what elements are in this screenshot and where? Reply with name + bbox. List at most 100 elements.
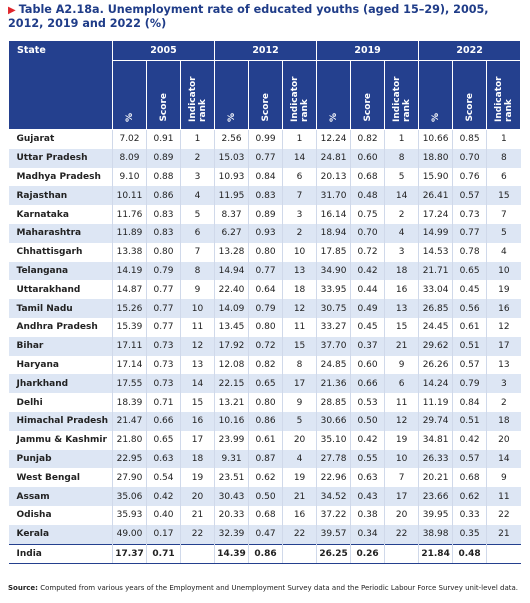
value-cell: 17.24 [418, 205, 453, 224]
value-cell: 22.40 [214, 280, 249, 300]
value-cell: 9 [486, 468, 521, 488]
subheader-cell: Score [350, 60, 386, 130]
value-cell: 22.15 [214, 374, 249, 394]
title-text: Table A2.18a. Unemployment rate of educa… [8, 3, 489, 30]
value-cell: 0.86 [146, 186, 181, 206]
value-cell: 0.83 [248, 186, 283, 206]
value-cell: 21.80 [112, 430, 147, 450]
value-cell: 10 [179, 299, 215, 318]
value-cell: 20.13 [316, 167, 351, 187]
value-cell: 0.49 [350, 299, 385, 318]
value-cell: 0.53 [350, 393, 385, 412]
table-row: Maharashtra 11.89 0.83 6 6.27 0.93 2 18.94 0.70 4… [8, 223, 521, 243]
source-note: Source: Computed from various years of t… [8, 584, 518, 592]
value-cell: 35.93 [112, 505, 147, 525]
value-cell: 22 [384, 524, 419, 545]
value-cell: 1 [282, 129, 317, 149]
value-cell: 16 [282, 505, 317, 525]
value-cell: 17.14 [112, 355, 147, 375]
value-cell: 15 [179, 393, 215, 412]
value-cell: 35.10 [316, 430, 351, 450]
value-cell: 23.99 [214, 430, 249, 450]
year-header: 2022 [418, 40, 522, 61]
value-cell: 3 [486, 374, 521, 394]
value-cell: 21.47 [112, 411, 147, 431]
value-cell: 0.60 [350, 355, 385, 375]
value-cell: 20 [384, 505, 419, 525]
value-cell: 2 [384, 205, 419, 224]
value-cell: 0.79 [452, 374, 487, 394]
value-cell: 0.35 [452, 524, 487, 545]
value-cell: 21.84 [418, 543, 453, 565]
value-cell: 27.90 [112, 468, 147, 488]
value-cell: 11.95 [214, 186, 249, 206]
data-table: State 2005 2012 2019 2022% Score Indicator ran… [8, 40, 522, 565]
subheader-label: % [430, 112, 441, 122]
total-row: India 17.37 0.71 14.39 0.86 26.25 0.26 21.84 0.4… [8, 543, 521, 565]
state-cell: Odisha [16, 510, 52, 521]
value-cell: 11 [179, 317, 215, 337]
state-cell: West Bengal [16, 472, 80, 483]
table-row: Uttarakhand 14.87 0.77 9 22.40 0.64 18 33.95 0.4… [9, 280, 521, 300]
value-cell: 0.79 [146, 261, 181, 281]
value-cell: 37.70 [316, 336, 351, 356]
value-cell: 14.39 [214, 543, 249, 565]
value-cell: 12 [486, 317, 521, 337]
empty-cell [486, 543, 521, 565]
value-cell: 13 [486, 355, 521, 375]
value-cell: 0.62 [452, 487, 487, 506]
table-row: Chhattisgarh 13.38 0.80 7 13.28 0.80 10 17.85 0.… [9, 242, 521, 262]
value-cell: 13 [179, 355, 215, 375]
value-cell: 0.68 [248, 505, 283, 525]
value-cell: 20 [179, 487, 215, 506]
value-cell: 20 [486, 430, 521, 450]
value-cell: 18.39 [112, 393, 147, 412]
value-cell: 17.37 [112, 543, 147, 565]
value-cell: 0.71 [146, 543, 181, 565]
value-cell: 8 [179, 261, 215, 281]
value-cell: 14 [179, 374, 215, 394]
table-row: Punjab 22.95 0.63 18 9.31 0.87 4 27.78 0.55 10 26.… [8, 449, 521, 469]
value-cell: 17.55 [112, 374, 147, 394]
value-cell: 12 [384, 411, 419, 431]
value-cell: 13.21 [214, 393, 249, 412]
value-cell: 1 [179, 129, 215, 149]
value-cell: 0.89 [146, 148, 181, 168]
value-cell: 18 [282, 280, 317, 300]
value-cell: 22.95 [112, 449, 147, 469]
value-cell: 13.38 [112, 242, 147, 262]
source-label: Source: [8, 584, 38, 592]
value-cell: 0.57 [452, 449, 487, 469]
value-cell: 14 [384, 186, 419, 206]
value-cell: 13 [282, 261, 317, 281]
value-cell: 0.87 [248, 449, 283, 469]
value-cell: 0.73 [146, 336, 181, 356]
value-cell: 21.36 [316, 374, 351, 394]
value-cell: 0.42 [452, 430, 487, 450]
subheader-cell: Indicator rank [486, 60, 522, 130]
value-cell: 0.83 [146, 223, 181, 243]
value-cell: 9.31 [214, 449, 249, 469]
value-cell: 5 [486, 223, 521, 243]
value-cell: 0.68 [452, 468, 487, 488]
value-cell: 10.93 [214, 167, 249, 187]
value-cell: 17 [486, 336, 521, 356]
subheader-cell: % [316, 60, 352, 130]
value-cell: 18 [384, 261, 419, 281]
state-cell: Madhya Pradesh [16, 171, 101, 182]
value-cell: 33.95 [316, 280, 351, 300]
value-cell: 23.66 [418, 487, 453, 506]
subheader-label: Indicator rank [391, 76, 412, 122]
value-cell: 0.42 [350, 261, 385, 281]
value-cell: 15.39 [112, 317, 147, 337]
value-cell: 0.54 [146, 468, 181, 488]
table-row: Karnataka 11.76 0.83 5 8.37 0.89 3 16.14 0.75 2 17… [9, 205, 521, 224]
value-cell: 3 [179, 167, 215, 187]
value-cell: 16.14 [316, 205, 351, 224]
value-cell: 0.17 [146, 524, 181, 545]
value-cell: 18 [486, 411, 521, 431]
state-cell: Tamil Nadu [8, 299, 113, 318]
value-cell: 21 [384, 336, 419, 356]
value-cell: 7 [486, 205, 521, 224]
value-cell: 19 [282, 468, 317, 488]
